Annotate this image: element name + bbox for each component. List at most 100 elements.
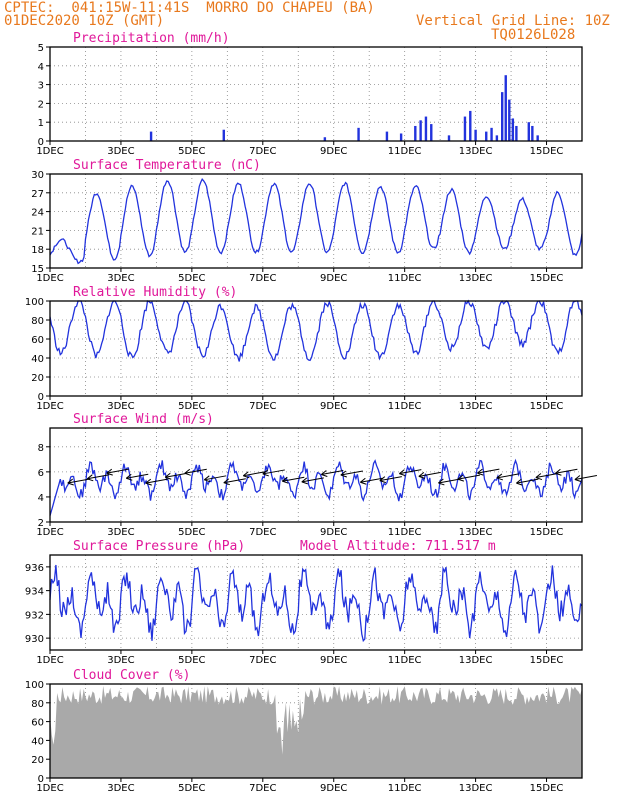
wind-arrow	[457, 474, 480, 480]
wind-arrow-head	[223, 478, 230, 486]
y-tick-label: 80	[31, 316, 44, 327]
x-tick-label: 9DEC	[320, 527, 347, 538]
panel-title: Surface Temperature (nC)	[73, 158, 261, 173]
y-tick-label: 60	[31, 718, 44, 729]
wind-arrow-head	[496, 473, 504, 481]
x-tick-label: 11DEC	[388, 401, 422, 412]
y-tick-label: 8	[38, 443, 44, 454]
x-tick-label: 11DEC	[388, 146, 422, 157]
x-tick-label: 15DEC	[530, 401, 564, 412]
x-tick-label: 5DEC	[178, 273, 205, 284]
x-tick-label: 7DEC	[249, 783, 276, 794]
wind-arrow-head	[164, 472, 172, 480]
x-tick-label: 7DEC	[249, 655, 276, 666]
panel-frame	[49, 427, 583, 523]
x-tick-label: 1DEC	[36, 655, 63, 666]
y-tick-label: 20	[31, 373, 44, 384]
wind-arrow	[126, 473, 149, 479]
wind-arrow-head	[340, 470, 347, 478]
wind-arrow-head	[360, 477, 367, 485]
x-tick-label: 1DEC	[36, 273, 63, 284]
y-tick-label: 1	[38, 118, 44, 129]
x-tick-label: 13DEC	[459, 655, 493, 666]
x-tick-label: 7DEC	[249, 146, 276, 157]
wind-arrow-head	[184, 468, 191, 476]
y-tick-label: 60	[31, 335, 44, 346]
precip-bar	[508, 99, 511, 141]
x-tick-label: 1DEC	[36, 527, 63, 538]
y-tick-label: 4	[38, 493, 44, 504]
series-line	[49, 178, 583, 265]
header-model: TQ0126L028	[491, 27, 576, 43]
y-tick-label: 21	[31, 226, 44, 237]
x-tick-label: 7DEC	[249, 401, 276, 412]
cloud-area	[50, 685, 582, 778]
y-tick-label: 3	[38, 81, 44, 92]
wind-arrow	[184, 468, 207, 474]
precip-bar	[222, 129, 225, 141]
panel-frame	[49, 46, 583, 142]
panel-title: Surface Wind (m/s)	[73, 412, 214, 427]
y-tick-label: 18	[31, 245, 44, 256]
panel-annotation: Model Altitude: 711.517 m	[300, 539, 496, 554]
panel-title: Cloud Cover (%)	[73, 668, 190, 683]
precip-bar	[399, 133, 403, 141]
x-tick-label: 13DEC	[459, 401, 493, 412]
precip-bar	[531, 125, 534, 141]
x-tick-label: 9DEC	[320, 401, 347, 412]
y-tick-label: 40	[31, 736, 44, 747]
x-tick-label: 5DEC	[178, 146, 205, 157]
precip-bar	[527, 122, 530, 141]
y-tick-label: 24	[31, 208, 44, 219]
wind-arrow-head	[555, 468, 562, 476]
x-tick-label: 15DEC	[530, 655, 564, 666]
wind-arrow	[360, 477, 383, 483]
wind-arrow	[418, 471, 441, 477]
x-tick-label: 13DEC	[459, 146, 493, 157]
panel-title: Relative Humidity (%)	[73, 285, 237, 300]
x-tick-label: 9DEC	[320, 655, 347, 666]
wind-arrow	[165, 472, 188, 478]
wind-arrow	[87, 474, 110, 480]
panel-frame	[49, 683, 583, 779]
x-tick-label: 9DEC	[320, 273, 347, 284]
wind-arrow-head	[301, 477, 308, 485]
x-tick-label: 11DEC	[388, 527, 422, 538]
precip-bar	[504, 75, 507, 141]
wind-arrow-head	[438, 478, 445, 486]
wind-arrow-head	[125, 473, 133, 481]
y-tick-label: 2	[38, 518, 44, 529]
wind-arrow-head	[399, 469, 406, 477]
precip-bar	[424, 116, 428, 141]
y-tick-label: 80	[31, 699, 44, 710]
x-tick-label: 15DEC	[530, 783, 564, 794]
wind-arrow-head	[379, 476, 386, 484]
precip-bar	[511, 118, 515, 141]
wind-arrow-head	[321, 470, 328, 477]
precip-bar	[536, 135, 539, 141]
x-tick-label: 11DEC	[388, 783, 422, 794]
x-tick-label: 13DEC	[459, 783, 493, 794]
precip-bar	[474, 129, 477, 141]
y-tick-label: 100	[25, 297, 44, 308]
wind-arrow	[379, 476, 402, 482]
wind-arrow	[243, 471, 266, 477]
wind-arrow	[301, 477, 324, 483]
wind-arrow	[574, 475, 597, 480]
x-tick-label: 13DEC	[459, 527, 493, 538]
series-line	[49, 458, 583, 516]
panel-title: Precipitation (mm/h)	[73, 31, 230, 46]
series-line	[49, 299, 583, 362]
precip-bar	[495, 135, 499, 141]
panel-title: Surface Pressure (hPa)	[73, 539, 245, 554]
wind-arrow-head	[457, 474, 465, 482]
wind-arrow-head	[535, 473, 543, 481]
header-line2: 01DEC2020 10Z (GMT)	[4, 13, 165, 29]
x-tick-label: 9DEC	[320, 146, 347, 157]
wind-arrow-head	[242, 471, 250, 479]
wind-arrow-head	[203, 475, 211, 483]
series-line	[49, 564, 583, 643]
wind-arrow	[477, 468, 500, 474]
y-tick-label: 20	[31, 755, 44, 766]
